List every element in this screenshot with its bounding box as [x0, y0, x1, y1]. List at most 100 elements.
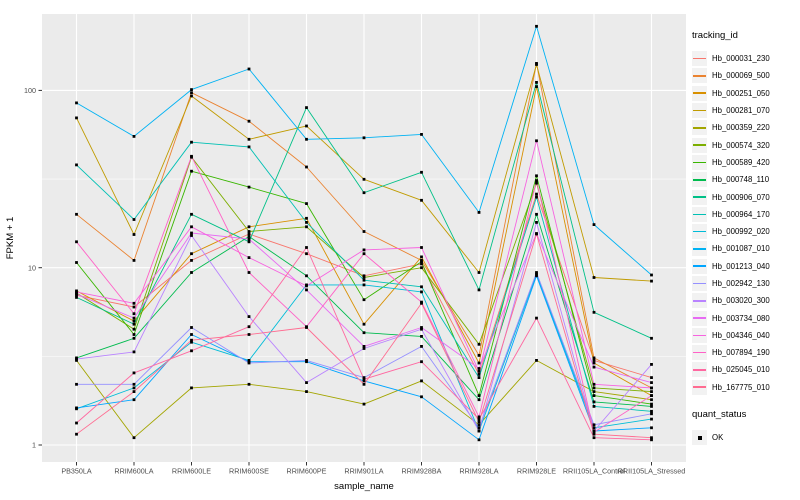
data-point: [247, 237, 251, 241]
data-point: [477, 288, 481, 292]
data-point: [190, 225, 193, 229]
data-point: [132, 390, 136, 393]
data-point: [132, 386, 136, 390]
data-point: [420, 301, 423, 305]
data-point: [535, 274, 538, 278]
legend-item: Hb_000964_170: [692, 206, 798, 223]
data-point: [247, 137, 251, 141]
data-point: [132, 371, 136, 375]
data-point: [190, 140, 193, 144]
data-point: [132, 350, 136, 354]
data-point: [247, 333, 251, 336]
legend-item-label: Hb_002942_130: [712, 279, 770, 288]
data-point: [132, 319, 136, 323]
legend-item-label: Hb_001213_040: [712, 261, 770, 271]
legend-item-label: Hb_025045_010: [712, 365, 770, 375]
data-point: [592, 394, 596, 397]
legend-item: Hb_000031_230: [692, 50, 798, 67]
data-point: [247, 119, 251, 123]
x-tick-label: RRIM600SE: [229, 467, 269, 476]
data-point: [420, 379, 423, 383]
data-point: [247, 256, 251, 259]
legend-item: Hb_000281_070: [692, 102, 798, 119]
legend-item: Hb_000251_050: [692, 85, 798, 102]
data-point: [132, 218, 136, 221]
data-point: [305, 284, 308, 288]
data-point: [477, 426, 481, 430]
data-point: [650, 273, 653, 277]
data-point: [75, 296, 78, 299]
data-point: [75, 357, 78, 361]
data-point: [247, 230, 251, 233]
data-point: [477, 370, 481, 373]
data-point: [650, 417, 653, 421]
data-point: [592, 361, 596, 365]
quant-legend-label: OK: [712, 433, 724, 443]
x-tick-label: RRIM928LE: [517, 467, 556, 476]
data-point: [362, 345, 366, 348]
data-point: [420, 170, 423, 174]
data-point: [477, 417, 481, 421]
data-point: [305, 359, 308, 362]
y-tick-label: 1: [32, 441, 36, 450]
legend-key-icon: [692, 362, 707, 378]
data-point: [650, 386, 653, 390]
data-point: [362, 322, 366, 326]
legend-key-icon: [692, 224, 707, 240]
data-point: [535, 195, 538, 199]
data-point: [75, 212, 78, 216]
data-point: [477, 398, 481, 402]
data-point: [305, 288, 308, 292]
legend-item-label: Hb_001087_010: [712, 244, 770, 254]
data-point: [190, 338, 193, 342]
data-point: [247, 145, 251, 149]
data-point: [190, 231, 193, 235]
data-point: [477, 420, 481, 424]
data-point: [75, 261, 78, 264]
data-point: [132, 436, 136, 440]
data-point: [420, 326, 423, 329]
data-point: [535, 192, 538, 196]
data-point: [305, 124, 308, 128]
data-point: [132, 333, 136, 336]
data-point: [420, 335, 423, 338]
data-point: [190, 340, 193, 344]
data-point: [362, 252, 366, 256]
data-point: [305, 390, 308, 393]
data-point: [362, 382, 366, 386]
data-point: [190, 94, 193, 98]
data-point: [247, 235, 251, 238]
x-tick-label: RRIM928LA: [459, 467, 498, 476]
data-point: [247, 67, 251, 71]
legend-key-icon: [692, 85, 707, 101]
data-point: [362, 276, 366, 279]
legend-item: Hb_000906_070: [692, 188, 798, 205]
legend-key-icon: [692, 137, 707, 153]
x-tick-label: RRII105LA_Stressed: [618, 467, 686, 476]
legend-key-icon: [692, 379, 707, 395]
x-tick-label: RRIM901LA: [344, 467, 383, 476]
quant-legend-item: OK: [692, 429, 798, 446]
data-point: [477, 211, 481, 214]
data-point: [247, 240, 251, 244]
data-point: [592, 400, 596, 404]
data-point: [477, 429, 481, 433]
data-point: [477, 367, 481, 370]
data-point: [190, 349, 193, 353]
legend-key-icon: [692, 189, 707, 205]
data-point: [535, 272, 538, 276]
data-point: [535, 271, 538, 274]
legend-item: Hb_004346_040: [692, 327, 798, 344]
data-point: [535, 81, 538, 84]
data-point: [132, 233, 136, 236]
data-point: [650, 394, 653, 397]
legend-key-icon: [692, 241, 707, 257]
data-point: [650, 426, 653, 430]
data-point: [132, 398, 136, 402]
data-point: [650, 381, 653, 384]
legend-item: Hb_000589_420: [692, 154, 798, 171]
x-tick-label: RRIM600LE: [172, 467, 211, 476]
data-point: [477, 342, 481, 346]
data-point: [420, 133, 423, 136]
data-point: [305, 274, 308, 278]
